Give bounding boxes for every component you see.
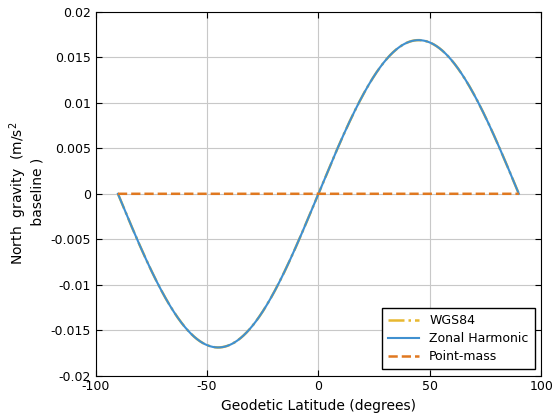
Zonal Harmonic <box>415 38 422 43</box>
X-axis label: Geodetic Latitude (degrees): Geodetic Latitude (degrees) <box>221 399 416 413</box>
Zonal Harmonic <box>516 191 522 196</box>
Zonal Harmonic <box>504 164 511 169</box>
Legend: WGS84, Zonal Harmonic, Point-mass: WGS84, Zonal Harmonic, Point-mass <box>382 308 535 369</box>
Point-mass <box>516 191 522 196</box>
Point-mass <box>310 191 316 196</box>
WGS84 <box>115 191 122 196</box>
Zonal Harmonic <box>431 42 437 47</box>
Y-axis label: North  gravity  (m/s$^2$
 baseline ): North gravity (m/s$^2$ baseline ) <box>7 122 45 265</box>
Zonal Harmonic <box>504 164 511 169</box>
Zonal Harmonic <box>135 240 142 245</box>
Point-mass <box>430 191 437 196</box>
WGS84 <box>135 240 142 245</box>
Line: Zonal Harmonic: Zonal Harmonic <box>118 40 519 347</box>
WGS84 <box>415 38 422 43</box>
Point-mass <box>503 191 510 196</box>
WGS84 <box>431 42 437 47</box>
Zonal Harmonic <box>310 204 316 209</box>
Point-mass <box>504 191 511 196</box>
WGS84 <box>299 229 306 234</box>
WGS84 <box>516 191 522 196</box>
Zonal Harmonic <box>215 345 222 350</box>
Line: WGS84: WGS84 <box>118 40 519 347</box>
WGS84 <box>504 164 511 169</box>
WGS84 <box>504 164 511 169</box>
WGS84 <box>310 204 316 209</box>
Zonal Harmonic <box>299 229 306 234</box>
Point-mass <box>299 191 306 196</box>
WGS84 <box>215 345 222 350</box>
Point-mass <box>135 191 142 196</box>
Point-mass <box>115 191 122 196</box>
Zonal Harmonic <box>115 191 122 196</box>
